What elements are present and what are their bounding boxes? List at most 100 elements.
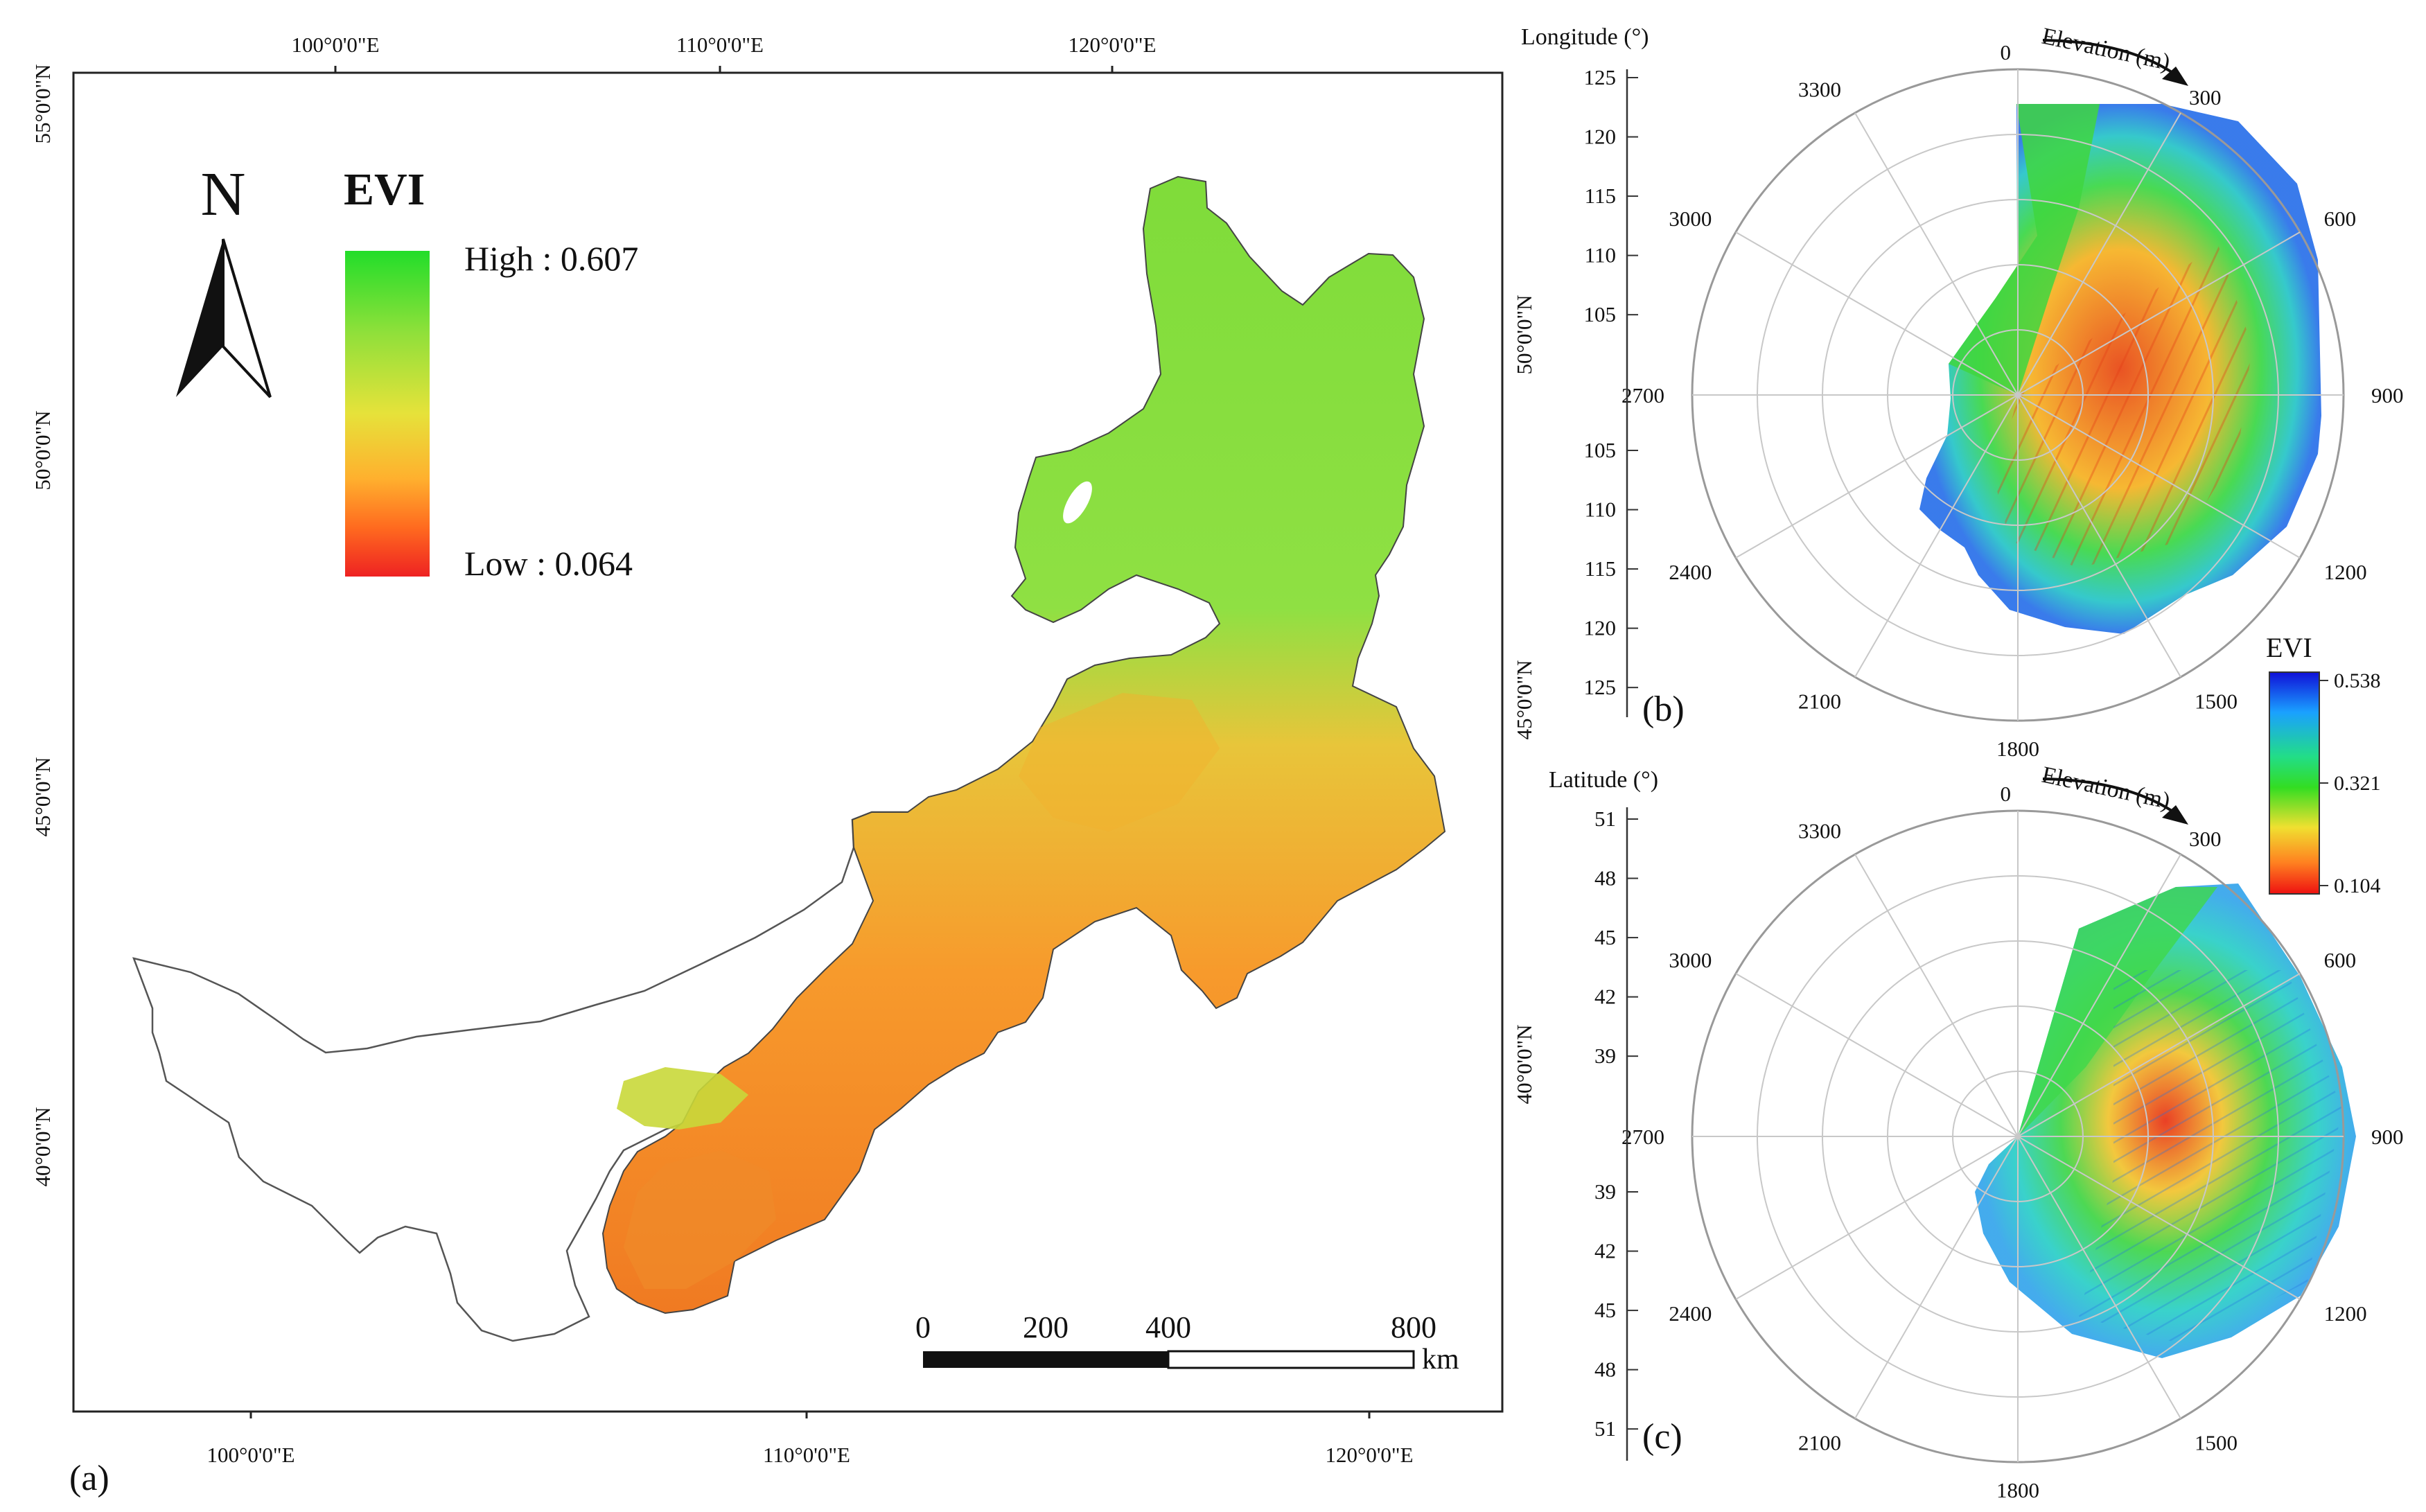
polar-b-spoke bbox=[1854, 112, 2019, 396]
lat-labels-right: 50°0'0"N 45°0'0"N 40°0'0"N bbox=[1512, 295, 1536, 1104]
polar-c-angular-tick-11: 3300 bbox=[1798, 818, 1841, 843]
scale-label-1: 200 bbox=[1023, 1310, 1069, 1344]
evi-colorbar-tick-2: 0.104 bbox=[2334, 874, 2381, 897]
map-legend-low-label: Low : 0.064 bbox=[464, 544, 633, 583]
scale-bar-black bbox=[923, 1351, 1168, 1368]
polar-c-angular-tick-2: 600 bbox=[2324, 948, 2357, 972]
polar-b-radial-tick-bottom-0: 105 bbox=[1584, 438, 1617, 462]
panel-label-a: (a) bbox=[69, 1459, 109, 1498]
polar-b-spoke bbox=[2017, 112, 2181, 396]
polar-c-spoke bbox=[2017, 973, 2301, 1137]
polar-c-angular-tick-7: 2100 bbox=[1798, 1431, 1841, 1455]
polar-c-spoke bbox=[2017, 1136, 2301, 1300]
polar-c-angular-tick-10: 3000 bbox=[1669, 948, 1712, 972]
evi-raster-region bbox=[601, 175, 1446, 1315]
region-outline bbox=[132, 811, 944, 1342]
evi-colorbar-title: EVI bbox=[2266, 632, 2312, 663]
lake-hulun bbox=[1063, 481, 1092, 524]
lat-label-left-3: 40°0'0"N bbox=[30, 1107, 55, 1186]
lat-label-left-1: 50°0'0"N bbox=[30, 410, 55, 490]
polar-c-elevation-arrow bbox=[2042, 777, 2177, 815]
polar-b-radial-tick-bottom-3: 120 bbox=[1584, 616, 1617, 640]
polar-b-angular-tick-1: 300 bbox=[2189, 85, 2222, 109]
polar-c-angular-tick-0: 0 bbox=[2001, 782, 2012, 806]
polar-c-radial-tick-top-4: 39 bbox=[1594, 1044, 1616, 1068]
scale-label-2: 400 bbox=[1145, 1310, 1191, 1344]
evi-colorbar-tick-1: 0.321 bbox=[2334, 772, 2381, 795]
map-legend-colorbar bbox=[345, 251, 430, 577]
lon-label-bottom-1: 110°0'0"E bbox=[763, 1443, 850, 1467]
polar-b-radial-tick-top-1: 120 bbox=[1584, 125, 1617, 149]
polar-c-angular-tick-5: 1500 bbox=[2195, 1431, 2238, 1455]
evi-patch-core bbox=[1019, 693, 1220, 832]
polar-b-radial-tick-bottom-1: 110 bbox=[1585, 498, 1616, 522]
evi-patch-south bbox=[624, 1150, 776, 1289]
lat-labels-left: 55°0'0"N 50°0'0"N 45°0'0"N 40°0'0"N bbox=[30, 64, 55, 1186]
map-frame bbox=[72, 71, 1504, 1413]
polar-c-angular-axis-label: Elevation (m) bbox=[2039, 762, 2172, 814]
polar-c-radial-tick-bottom-4: 51 bbox=[1594, 1416, 1616, 1441]
polar-b-angular-tick-8: 2400 bbox=[1669, 560, 1712, 584]
polar-b-angular-tick-0: 0 bbox=[2001, 40, 2012, 64]
lat-label-left-0: 55°0'0"N bbox=[30, 64, 55, 143]
polar-c-radial-tick-top-3: 42 bbox=[1594, 985, 1616, 1009]
scale-bar: 0 200 400 800 km bbox=[915, 1310, 1459, 1375]
map-panel: N EVI High : 0.607 Low : 0.064 100°0'0"E… bbox=[30, 33, 1536, 1498]
lon-label-top-0: 100°0'0"E bbox=[291, 33, 379, 57]
polar-b-spoke bbox=[1854, 394, 2019, 678]
polar-c-spoke bbox=[2017, 1136, 2181, 1419]
scale-bar-white bbox=[1167, 1350, 1415, 1369]
polar-c-angular-tick-4: 1200 bbox=[2324, 1301, 2367, 1326]
lon-label-top-2: 120°0'0"E bbox=[1068, 33, 1156, 57]
polar-b-angular-tick-10: 3000 bbox=[1669, 206, 1712, 231]
polar-c-arrowhead-icon bbox=[2162, 805, 2188, 825]
lon-label-bottom-0: 100°0'0"E bbox=[206, 1443, 295, 1467]
polar-c-spoke bbox=[1735, 1136, 2019, 1300]
polar-b-radial-tick-top-4: 105 bbox=[1584, 302, 1617, 326]
lat-label-right-2: 40°0'0"N bbox=[1512, 1024, 1536, 1104]
polar-b-spoke bbox=[2017, 394, 2301, 559]
polar-b-angular-tick-4: 1200 bbox=[2324, 560, 2367, 584]
polar-c-radial-tick-bottom-2: 45 bbox=[1594, 1298, 1616, 1322]
polar-b-radial-tick-bottom-4: 125 bbox=[1584, 675, 1617, 699]
panel-label-b: (b) bbox=[1642, 689, 1685, 729]
polar-b-spoke bbox=[2017, 394, 2181, 678]
polar-panel-c: 0 300 600 900 1200 1500 1800 2100 2400 2700 3000 33… bbox=[1549, 762, 2404, 1502]
polar-b-radial-tick-bottom-2: 115 bbox=[1585, 556, 1616, 581]
evi-colorbar: EVI 0.538 0.321 0.104 bbox=[2266, 632, 2381, 897]
polar-b-elevation-arrow bbox=[2042, 39, 2177, 76]
polar-c-radial-tick-top-2: 45 bbox=[1594, 925, 1616, 949]
map-legend: EVI High : 0.607 Low : 0.064 bbox=[344, 164, 638, 583]
polar-b-radial-tick-top-0: 125 bbox=[1584, 65, 1617, 89]
polar-b-angular-tick-3: 900 bbox=[2371, 383, 2404, 407]
lon-label-top-1: 110°0'0"E bbox=[676, 33, 764, 57]
polar-b-angular-tick-7: 2100 bbox=[1798, 689, 1841, 714]
polar-c-spoke bbox=[2017, 854, 2181, 1137]
polar-c-angular-tick-1: 300 bbox=[2189, 827, 2222, 851]
polar-c-radial-tick-bottom-3: 48 bbox=[1594, 1357, 1616, 1382]
polar-b-angular-tick-2: 600 bbox=[2324, 206, 2357, 231]
polar-b-spoke bbox=[2017, 231, 2301, 396]
lat-label-left-2: 45°0'0"N bbox=[30, 757, 55, 836]
polar-b-angular-ticks: 0 300 600 900 1200 1500 1800 2100 2400 2700 3000 33… bbox=[1621, 40, 2404, 761]
polar-b-grid bbox=[1691, 68, 2345, 722]
polar-c-radial-tick-top-1: 48 bbox=[1594, 866, 1616, 890]
map-legend-high-label: High : 0.607 bbox=[464, 239, 638, 278]
polar-b-angular-axis-label: Elevation (m) bbox=[2039, 24, 2172, 76]
polar-b-radial-ticks: 125 120 115 110 105 105 110 115 120 125 bbox=[1584, 65, 1638, 699]
evi-colorbar-tick-0: 0.538 bbox=[2334, 669, 2381, 692]
polar-c-radial-tick-bottom-1: 42 bbox=[1594, 1239, 1616, 1263]
polar-c-angular-ticks: 0 300 600 900 1200 1500 1800 2100 2400 2700 3000 33… bbox=[1621, 782, 2404, 1502]
lat-label-right-1: 45°0'0"N bbox=[1512, 660, 1536, 739]
polar-c-angular-tick-9: 2700 bbox=[1621, 1125, 1664, 1149]
map-legend-title: EVI bbox=[344, 164, 425, 215]
lon-labels-top: 100°0'0"E 110°0'0"E 120°0'0"E bbox=[291, 33, 1157, 73]
evi-colorbar-ramp bbox=[2269, 671, 2320, 895]
polar-c-radial-tick-bottom-0: 39 bbox=[1594, 1179, 1616, 1204]
polar-b-radial-tick-top-2: 115 bbox=[1585, 184, 1616, 208]
polar-c-spoke bbox=[1735, 973, 2019, 1137]
polar-b-radial-axis-label: Longitude (°) bbox=[1521, 24, 1649, 50]
polar-c-radial-axis-label: Latitude (°) bbox=[1549, 767, 1658, 793]
evi-patch-west bbox=[617, 1067, 748, 1129]
polar-b-radial-tick-top-3: 110 bbox=[1585, 243, 1616, 267]
